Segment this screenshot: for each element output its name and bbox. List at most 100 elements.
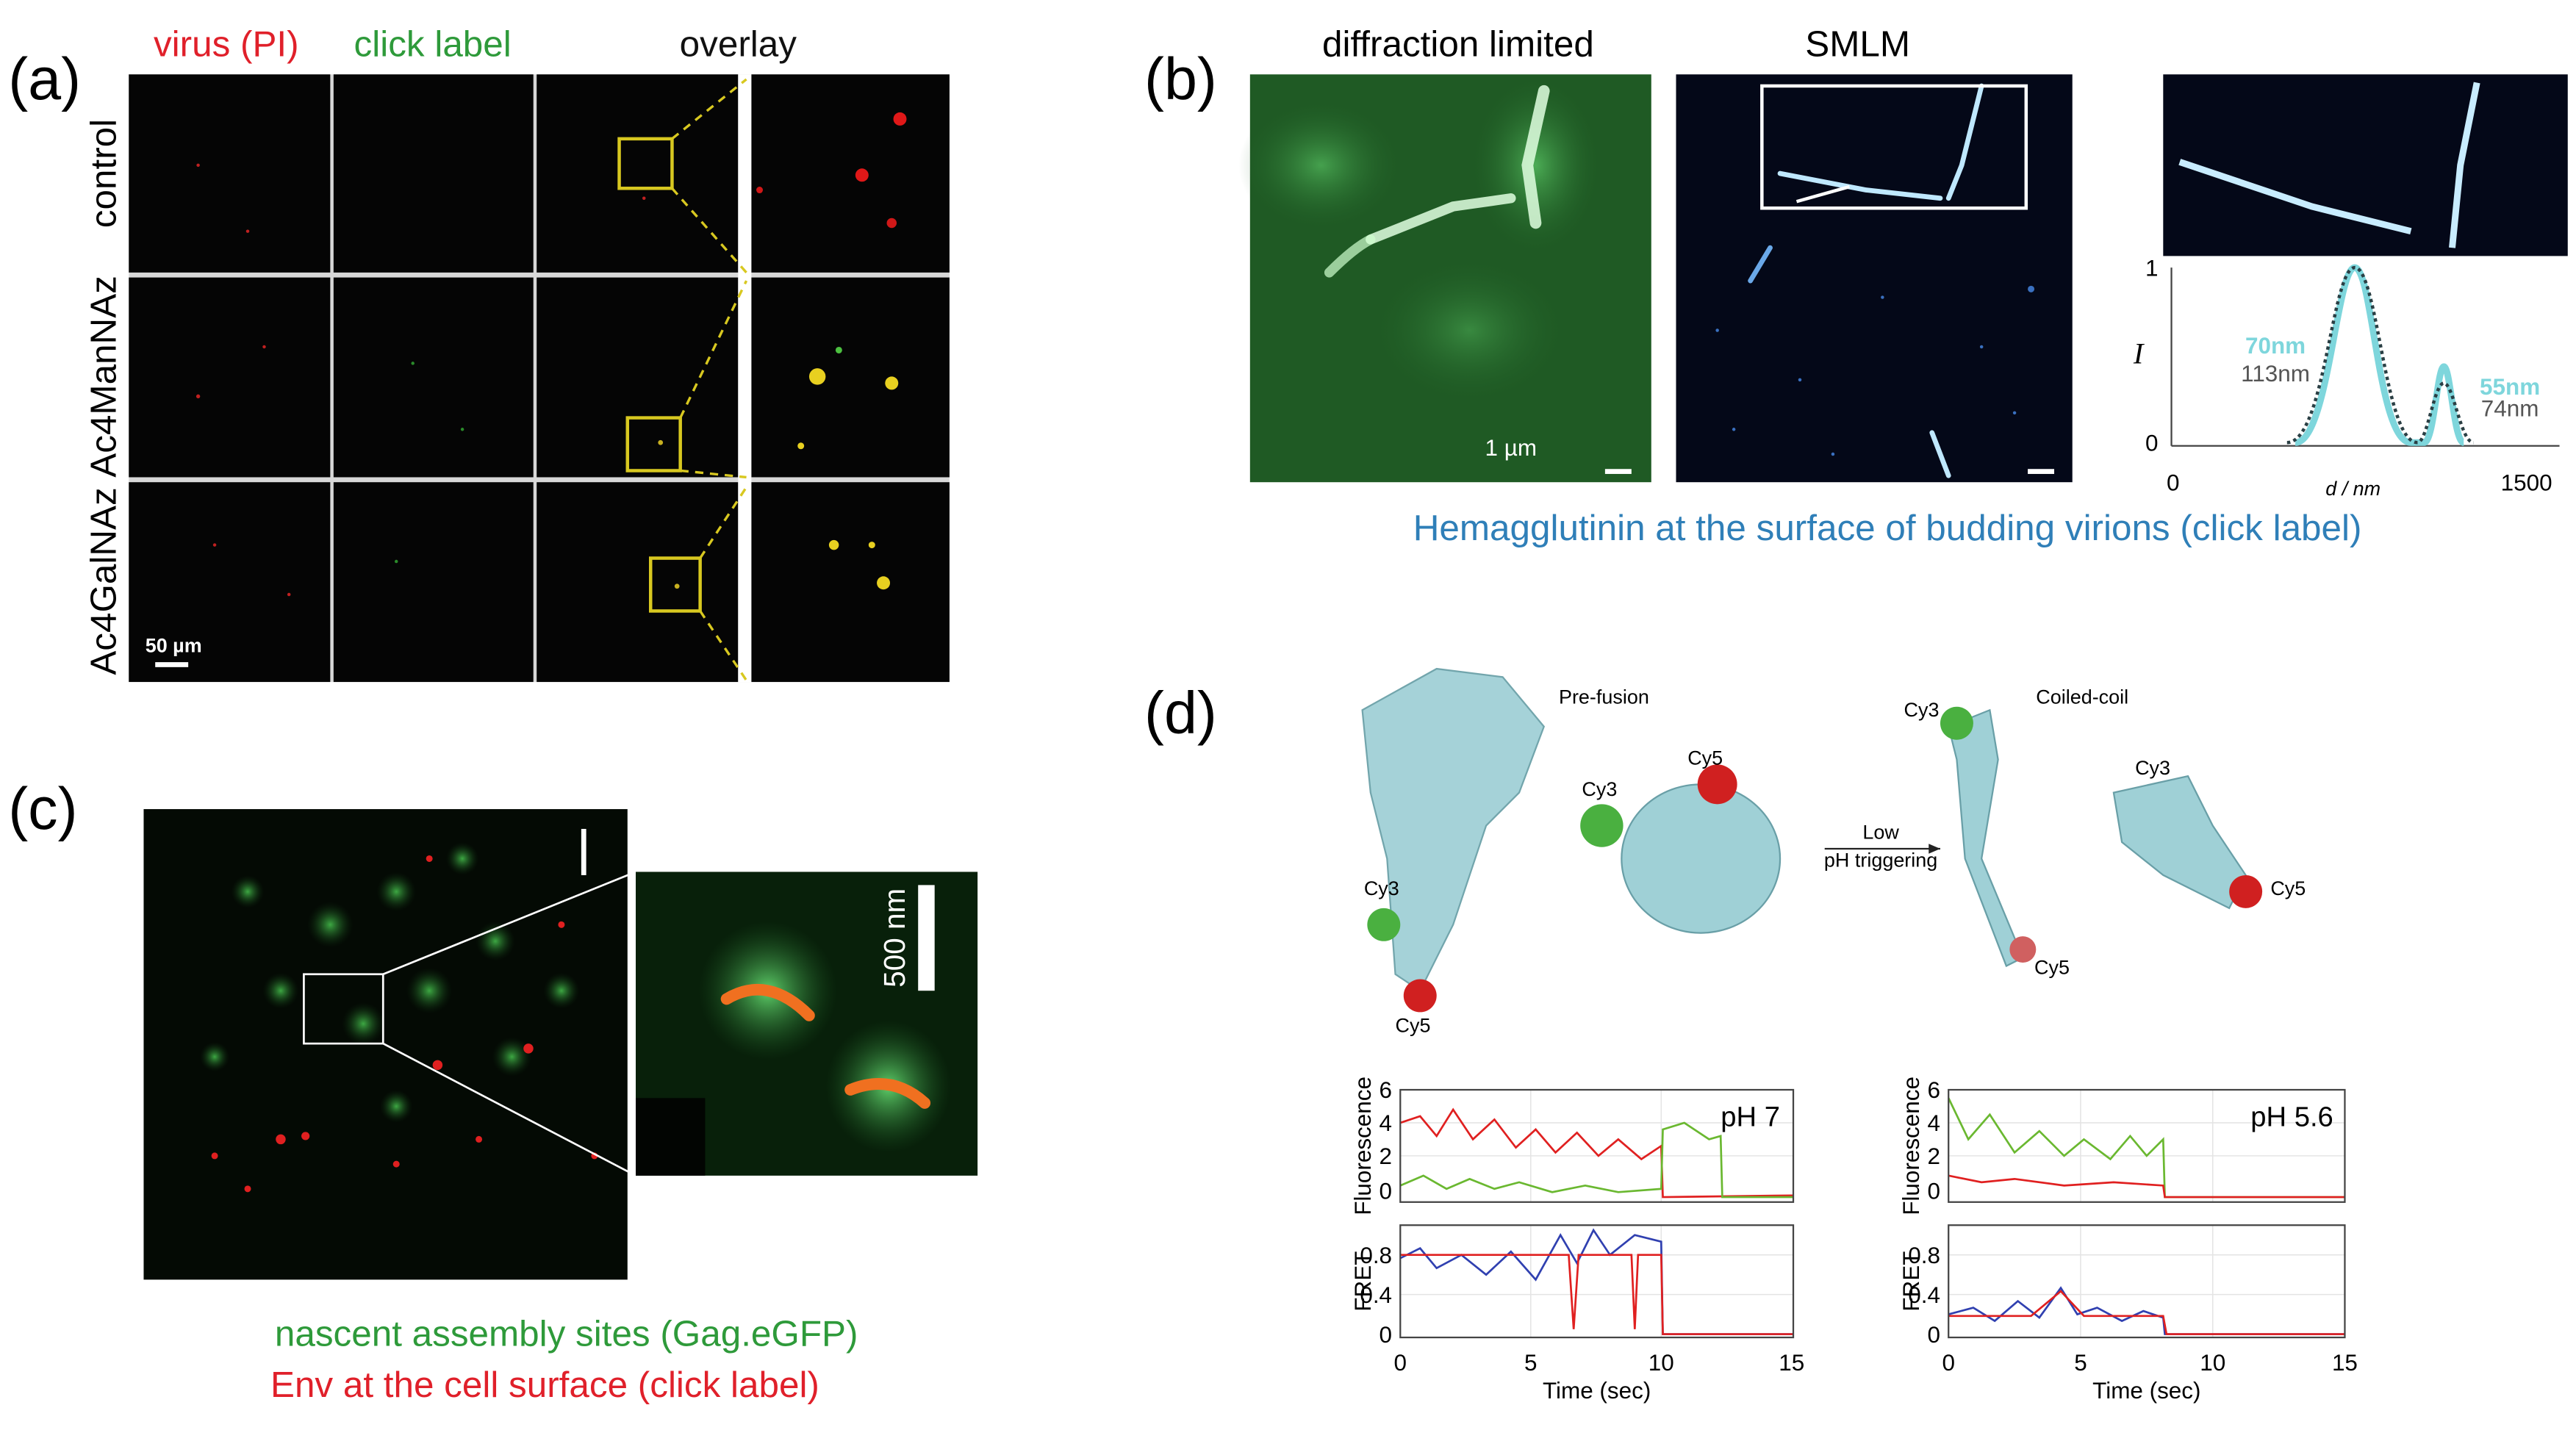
scale-bar-label: 50 µm [146,635,202,657]
y-tick-label: 1 [2145,255,2158,281]
row-label: Ac4ManNAz [83,276,123,478]
zoom-boxes [617,137,702,613]
y-tick-label: 2 [1927,1143,1940,1169]
zoom-box [303,973,384,1045]
image-tiles [129,74,950,683]
grid-lines [1400,1090,2345,1338]
x-tick-label: 1500 [2501,470,2552,495]
panel-label: (a) [8,46,81,112]
arrow-head [1929,844,1940,854]
dye-spheres [1367,706,2263,1013]
panel-label: (d) [1144,680,1217,747]
zoom-box [1760,84,2028,210]
x-tick-label: 10 [2200,1350,2225,1376]
smlm-dots [1715,285,2035,456]
panel-d: (d) Pre-fusion Coiled-coil Cy3 Cy5 Cy3 C… [1144,667,2358,1404]
structure-label: Coiled-coil [2036,686,2128,708]
x-tick-label: 10 [1648,1350,1674,1376]
zoom-line [382,871,636,975]
condition-label: pH 7 [1721,1101,1780,1132]
zoom-filament [2178,82,2480,248]
scale-bar-label: 1 µm [1485,435,1538,461]
y-tick-label: 0 [2145,431,2158,456]
arrow-label: pH triggering [1824,849,1937,872]
panel-c: (c) 500 nm nascent assembly sites (Gag.e… [8,776,978,1405]
y-tick-label: 4 [1380,1110,1392,1136]
annotation: 113nm [2241,361,2310,387]
separator [738,74,752,683]
scale-bar-label: 500 nm [878,888,911,988]
arrow [1795,184,1851,204]
smlm-filaments [1748,83,1984,478]
scale-bar [2028,469,2055,474]
dye-label: Cy3 [1364,877,1399,899]
panel-a: (a) virus (PI) click label overlay contr… [8,24,950,683]
caption: nascent assembly sites (Gag.eGFP) [275,1313,858,1354]
image-title: SMLM [1805,24,1910,65]
plot-frames [1399,1088,2346,1339]
x-axis-label: Time (sec) [2092,1378,2200,1404]
profile-diffraction [2286,265,2475,445]
y-tick-label: 0.8 [1908,1243,1940,1268]
y-tick-label: 2 [1380,1143,1392,1169]
red-sites [211,855,598,1193]
zoom-line [382,1042,636,1177]
x-tick-label: 15 [1779,1350,1804,1376]
y-tick-label: 4 [1927,1110,1940,1136]
annotation: 74nm [2481,395,2539,421]
y-axis-label: I [2133,337,2145,370]
y-tick-label: 6 [1927,1077,1940,1103]
y-tick-label: 0 [1927,1322,1940,1348]
panel-label: (b) [1144,46,1217,112]
row-label: control [83,119,123,228]
y-tick-label: 0.4 [1360,1282,1392,1308]
trace-plots: pH 7 pH 5.6 0 2 4 6 0 0.4 0.8 0 2 4 6 0 … [1350,1077,2358,1404]
scale-bar [918,885,935,991]
annotation: 70nm [2245,333,2306,359]
dye-label: Cy3 [1904,699,1940,721]
traces [1399,1097,2345,1335]
dye-label: Cy5 [1396,1014,1431,1036]
x-tick-label: 0 [2167,470,2179,495]
zoom-lines [671,78,748,681]
x-axis-label: Time (sec) [1543,1378,1651,1404]
caption: Env at the cell surface (click label) [270,1365,819,1405]
profile-smlm [2294,264,2466,446]
x-axis-label: d / nm [2325,478,2381,500]
zoom-image [2163,74,2568,256]
y-ticks: 0 2 4 6 0 0.4 0.8 0 2 4 6 0 0.4 0.8 [1360,1077,1940,1348]
arrow-label: Low [1862,822,1899,844]
dye-label: Cy3 [1582,778,1617,800]
column-title: overlay [680,24,797,65]
y-tick-label: 0 [1927,1178,1940,1204]
dye-label: Cy5 [2270,877,2306,899]
y-axis-label: FRET [1898,1251,1924,1312]
green-sites [199,842,580,1123]
scale-bar [155,662,189,667]
y-axis-label: FRET [1350,1251,1376,1312]
column-title: click label [354,24,512,65]
spots [195,112,907,597]
panel-b: (b) diffraction limited SMLM 1 µm 1 0 0 … [1144,24,2568,548]
diffraction-features [1238,74,1602,405]
scale-bar [1604,469,1632,474]
zoom-sites [636,921,952,1176]
structures [1361,667,2247,992]
scale-bar [581,829,586,875]
x-ticks: 0 5 10 15 0 5 10 15 Time (sec) Time (sec… [1394,1350,2358,1404]
dye-label: Cy3 [2135,757,2170,779]
x-tick-label: 5 [2074,1350,2087,1376]
x-tick-label: 5 [1524,1350,1537,1376]
x-tick-label: 15 [2332,1350,2358,1376]
smlm-image [1676,74,2073,483]
row-label: Ac4GalNAz [83,487,123,675]
condition-label: pH 5.6 [2250,1101,2333,1132]
panel-label: (c) [8,776,77,842]
y-tick-label: 0.4 [1908,1282,1940,1308]
x-tick-label: 0 [1394,1350,1407,1376]
column-title: virus (PI) [154,24,299,65]
caption: Hemagglutinin at the surface of budding … [1413,508,2362,548]
y-tick-label: 0.8 [1360,1243,1392,1268]
